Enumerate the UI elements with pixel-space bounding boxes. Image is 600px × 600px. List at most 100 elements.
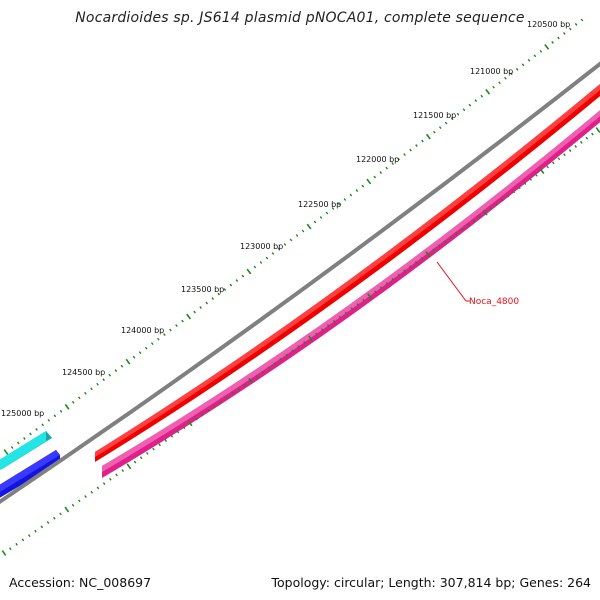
minor-tick	[449, 236, 453, 239]
minor-tick	[181, 319, 184, 323]
minor-tick	[259, 261, 263, 264]
minor-tick	[580, 18, 584, 22]
tick-label: 123000 bp	[240, 242, 283, 251]
minor-tick	[146, 451, 149, 455]
minor-tick	[78, 396, 81, 400]
minor-tick	[568, 149, 572, 152]
minor-tick	[518, 186, 521, 190]
minor-tick	[515, 67, 519, 71]
minor-tick	[273, 362, 277, 366]
minor-tick	[170, 434, 174, 438]
minor-tick	[53, 414, 57, 418]
minor-tick	[158, 443, 161, 447]
minor-tick	[350, 307, 354, 311]
minor-tick	[59, 512, 62, 516]
minor-tick	[344, 311, 348, 315]
minor-tick	[169, 328, 172, 332]
minor-tick	[291, 349, 294, 353]
major-tick	[367, 293, 372, 299]
minor-tick	[539, 49, 543, 53]
minor-tick	[521, 63, 525, 67]
minor-tick	[199, 306, 202, 309]
minor-tick	[533, 54, 537, 58]
minor-tick	[432, 248, 435, 252]
minor-tick	[71, 400, 75, 404]
minor-tick	[133, 460, 137, 464]
minor-tick	[41, 423, 45, 427]
minor-tick	[319, 216, 323, 219]
major-tick	[3, 449, 9, 455]
minor-tick	[509, 72, 513, 76]
minor-tick	[409, 265, 412, 269]
minor-tick	[420, 256, 424, 260]
minor-tick	[349, 193, 353, 197]
major-tick	[306, 223, 312, 230]
minor-tick	[356, 303, 360, 306]
minor-tick	[176, 430, 180, 434]
map-title: Nocardioides sp. JS614 plasmid pNOCA01, …	[75, 10, 525, 26]
minor-tick	[225, 396, 228, 400]
minor-tick	[267, 366, 271, 370]
minor-tick	[414, 261, 418, 264]
minor-tick	[235, 279, 239, 282]
cyan-gene	[0, 438, 52, 470]
minor-tick	[253, 265, 257, 269]
minor-tick	[455, 231, 458, 235]
minor-tick	[163, 333, 166, 337]
minor-tick	[303, 341, 306, 344]
minor-tick	[403, 153, 406, 156]
minor-tick	[313, 220, 317, 224]
minor-tick	[551, 40, 554, 44]
minor-tick	[391, 277, 395, 281]
minor-tick	[478, 215, 481, 219]
major-tick	[425, 133, 431, 140]
minor-tick	[277, 247, 281, 251]
minor-tick	[138, 351, 142, 355]
minor-tick	[271, 252, 275, 255]
minor-tick	[29, 432, 32, 436]
major-tick	[1, 550, 7, 556]
minor-tick	[373, 175, 377, 179]
minor-tick	[223, 288, 227, 291]
minor-tick	[255, 375, 259, 378]
major-tick	[485, 88, 491, 95]
outer-tick-ring	[3, 18, 584, 455]
minor-tick	[289, 238, 293, 242]
minor-tick	[332, 319, 336, 323]
minor-tick	[96, 486, 100, 490]
minor-tick	[563, 153, 566, 157]
minor-tick	[489, 206, 493, 210]
major-tick	[186, 313, 192, 320]
minor-tick	[403, 269, 406, 273]
minor-tick	[438, 126, 442, 130]
minor-tick	[557, 36, 560, 40]
minor-tick	[591, 132, 594, 136]
minor-tick	[15, 542, 18, 546]
minor-tick	[193, 310, 196, 314]
tick-label: 124000 bp	[121, 326, 164, 335]
minor-tick	[563, 32, 566, 35]
backbone-line	[0, 61, 600, 505]
minor-tick	[585, 136, 589, 140]
minor-tick	[157, 337, 160, 341]
minor-tick	[438, 244, 441, 248]
minor-tick	[23, 437, 26, 440]
minor-tick	[109, 477, 112, 481]
minor-tick	[9, 547, 12, 551]
minor-tick	[152, 447, 155, 451]
major-tick	[125, 358, 131, 365]
major-tick	[308, 335, 313, 342]
minor-tick	[315, 332, 318, 336]
minor-tick	[495, 202, 498, 206]
tick-label-group: 120500 bp 121000 bp 121500 bp 122000 bp …	[1, 20, 570, 418]
minor-tick	[456, 112, 460, 116]
minor-tick	[21, 538, 25, 542]
tick-label: 125000 bp	[1, 409, 44, 418]
minor-tick	[397, 157, 400, 161]
minor-tick	[361, 184, 365, 188]
minor-tick	[343, 198, 347, 201]
minor-tick	[120, 364, 124, 368]
minor-tick	[211, 297, 215, 300]
minor-tick	[331, 207, 335, 210]
